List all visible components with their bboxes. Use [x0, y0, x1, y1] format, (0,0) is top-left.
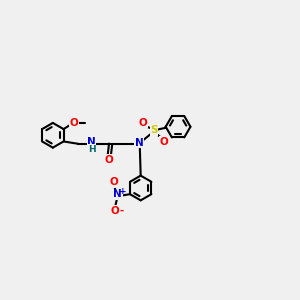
Text: O: O: [105, 155, 114, 165]
Text: N: N: [87, 137, 96, 147]
Text: S: S: [150, 125, 158, 135]
Text: N: N: [113, 190, 122, 200]
Text: +: +: [118, 187, 126, 196]
Text: H: H: [88, 145, 95, 154]
Text: O: O: [70, 118, 78, 128]
Text: O: O: [111, 206, 120, 216]
Text: O: O: [159, 137, 168, 147]
Text: N: N: [135, 138, 144, 148]
Text: O: O: [139, 118, 148, 128]
Text: -: -: [120, 206, 124, 216]
Text: O: O: [110, 177, 118, 188]
